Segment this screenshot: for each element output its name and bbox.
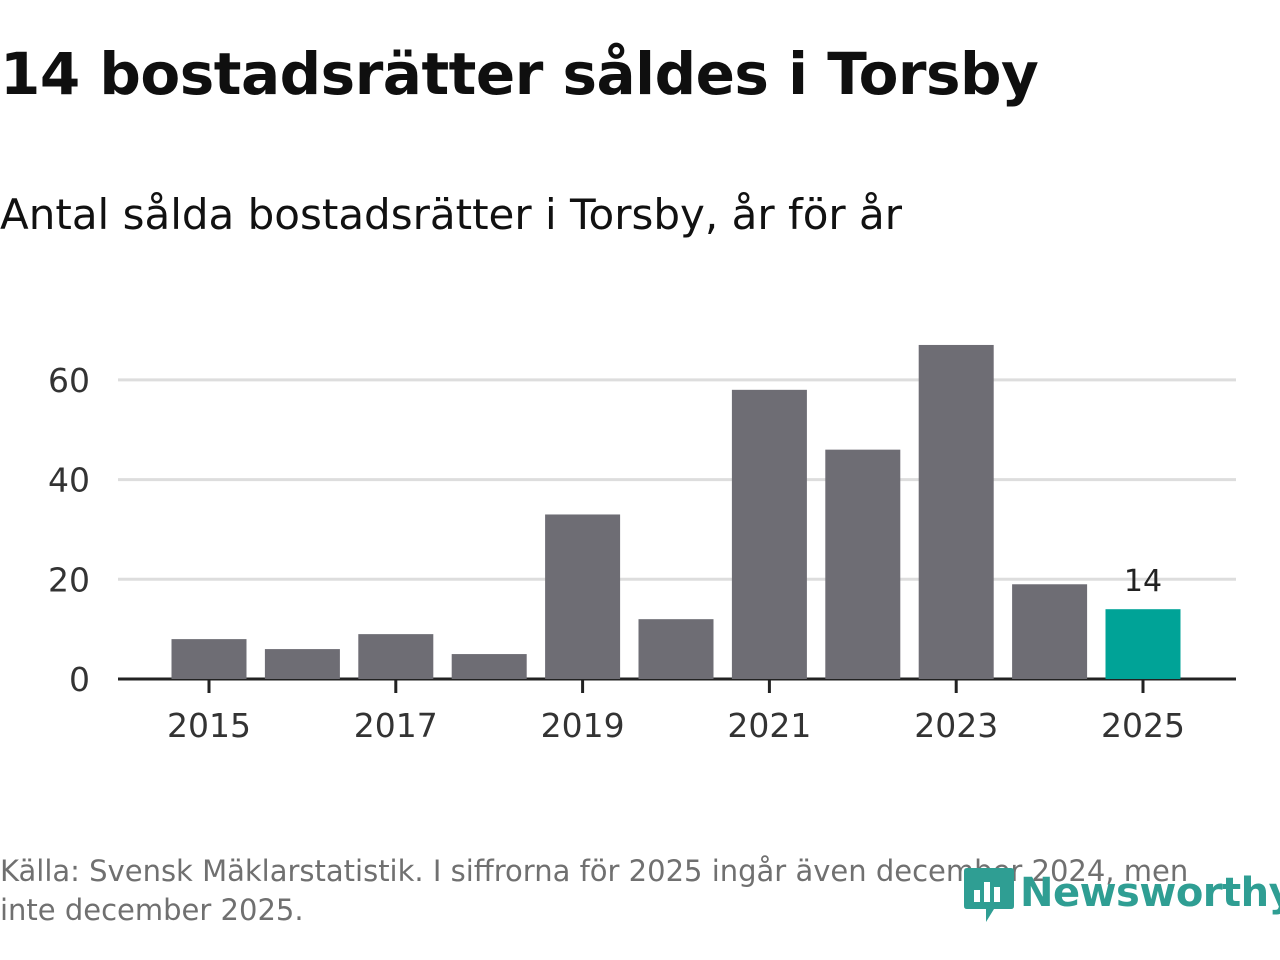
bar-2018 — [451, 654, 527, 679]
x-tick-label-2025: 2025 — [1101, 706, 1185, 745]
x-tick-label-2021: 2021 — [727, 706, 811, 745]
y-tick-label-60: 60 — [48, 361, 90, 400]
y-tick-label-40: 40 — [48, 461, 90, 500]
bar-2020 — [638, 619, 714, 679]
newsworthy-logo-icon — [964, 868, 1014, 922]
newsworthy-logo: Newsworthy — [962, 860, 1280, 926]
x-tick-label-2019: 2019 — [541, 706, 625, 745]
y-tick-label-0: 0 — [69, 660, 90, 699]
bars — [171, 344, 1181, 679]
bar-chart: 0 20 40 60 2015 2017 2019 2021 2023 2025 14 — [48, 344, 1236, 745]
newsworthy-logo-text: Newsworthy — [1020, 870, 1280, 916]
bar-2022 — [825, 449, 901, 679]
y-axis-ticks: 0 20 40 60 — [48, 361, 90, 699]
x-axis-ticks: 2015 2017 2019 2021 2023 2025 — [167, 679, 1185, 745]
chart-subtitle: Antal sålda bostadsrätter i Torsby, år f… — [0, 190, 903, 239]
chart-title: 14 bostadsrätter såldes i Torsby — [0, 40, 1039, 108]
bar-2017 — [358, 634, 434, 679]
bar-2025 — [1105, 609, 1181, 679]
data-labels: 14 — [1124, 564, 1162, 599]
bar-2016 — [264, 649, 340, 679]
bar-2023 — [918, 344, 994, 679]
x-tick-label-2017: 2017 — [354, 706, 438, 745]
bar-2021 — [731, 389, 807, 679]
bar-2015 — [171, 639, 247, 679]
x-tick-label-2015: 2015 — [167, 706, 251, 745]
bar-2019 — [545, 514, 621, 679]
data-label-2025: 14 — [1124, 564, 1162, 599]
x-tick-label-2023: 2023 — [914, 706, 998, 745]
y-tick-label-20: 20 — [48, 560, 90, 599]
bar-2024 — [1012, 584, 1088, 679]
